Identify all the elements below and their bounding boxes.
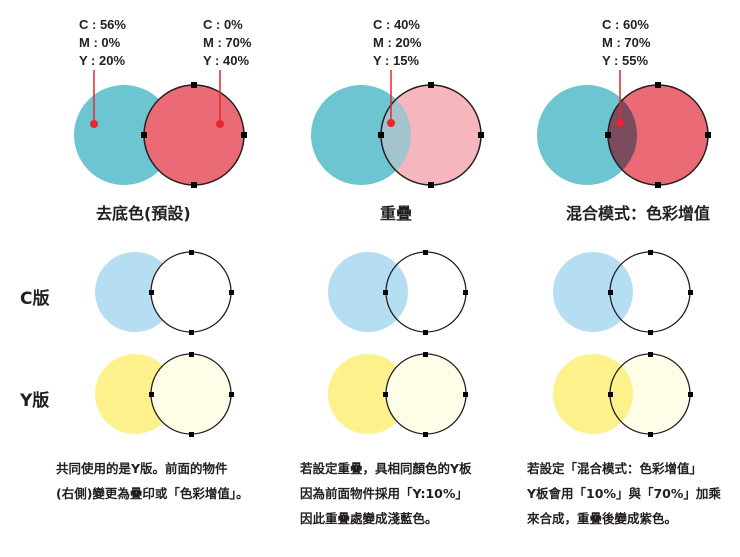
cmyk-label-multiply: C : 60% M : 70% Y : 55% [602,16,650,70]
caption-line: 若設定「混合模式：色彩增值」 [527,461,703,476]
caption-line: 若設定重疊，具相同顏色的Y板 [300,461,472,476]
cyan-circle [74,85,174,185]
leader-line-cyan [90,70,98,128]
caption-line: 來合成，重疊後變成紫色。 [527,511,678,526]
c-plate-cyan-circle [95,252,175,332]
title-knockout: 去底色(預設) [96,204,191,223]
y-plate-yellow-circle [553,354,633,434]
pink-circle [381,85,481,185]
knockout-diagram [74,70,247,188]
caption-line: Y板會用「10%」與「70%」加乘 [527,486,721,501]
yellow-value: Y : 15% [373,53,420,68]
anchor-points [378,82,484,188]
caption-line: 因為前面物件採用「Y:10%」 [300,486,468,501]
yellow-value: Y : 55% [602,53,649,68]
overprint-diagram [311,70,484,188]
yellow-value: Y : 40% [203,53,250,68]
red-circle [608,85,708,185]
cmyk-label-red: C : 0% M : 70% Y : 40% [203,16,251,70]
c-plate-cyan-circle [328,252,408,332]
c-plate-knockout-circle [150,251,232,333]
caption-line: 因此重疊處變成淺藍色。 [300,511,438,526]
y-plate-overprint-circle [385,353,467,435]
cyan-value: C : 56% [79,17,126,32]
leader-line-overlap [616,70,624,127]
multiply-diagram [537,70,711,188]
title-overprint: 重疊 [380,204,413,223]
caption-overprint: 若設定重疊，具相同顏色的Y板 因為前面物件採用「Y:10%」 因此重疊處變成淺藍… [300,456,472,531]
anchor-points [605,82,711,188]
caption-multiply: 若設定「混合模式：色彩增值」 Y板會用「10%」與「70%」加乘 來合成，重疊後… [527,456,721,531]
magenta-value: M : 20% [373,35,422,50]
cyan-circle [537,85,637,185]
cyan-value: C : 60% [602,17,649,32]
magenta-value: M : 70% [602,35,651,50]
cyan-circle [311,85,411,185]
y-plate-light-circle [610,354,690,434]
c-plate-cyan-circle [553,252,633,332]
y-plate-yellow-circle [95,354,175,434]
c-plate-row [95,250,693,335]
magenta-value: M : 0% [79,35,121,50]
yellow-value: Y : 20% [79,53,126,68]
red-circle [143,84,245,186]
magenta-value: M : 70% [203,35,252,50]
cyan-value: C : 40% [373,17,420,32]
caption-line: (右側)變更為疊印或「色彩增值」。 [56,486,249,501]
cyan-value: C : 0% [203,17,243,32]
row-label-c-plate: C版 [20,289,50,309]
leader-line-red [216,70,224,128]
cmyk-label-cyan: C : 56% M : 0% Y : 20% [79,16,126,70]
anchor-points [141,82,247,188]
row-label-y-plate: Y版 [20,391,50,411]
leader-line-overlap [387,70,395,127]
y-plate-yellow-circle [328,354,408,434]
title-multiply: 混合模式：色彩增值 [566,204,711,223]
cmyk-label-overprint: C : 40% M : 20% Y : 15% [373,16,421,70]
y-plate-row [95,352,693,437]
caption-line: 共同使用的是Y版。前面的物件 [56,461,228,476]
y-plate-knockout-circle [150,353,232,435]
caption-knockout: 共同使用的是Y版。前面的物件 (右側)變更為疊印或「色彩增值」。 [56,456,249,506]
